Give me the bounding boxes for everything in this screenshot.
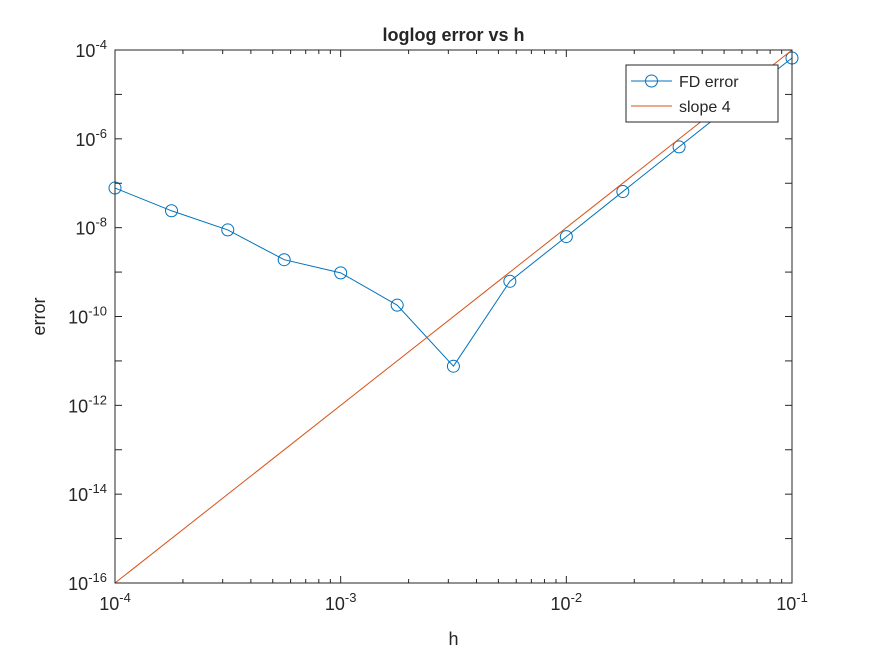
x-tick-label: 10-3 xyxy=(325,590,357,614)
data-point xyxy=(559,230,573,244)
legend: FD error slope 4 xyxy=(625,64,779,123)
y-tick-label: 10-14 xyxy=(68,481,107,505)
y-axis-label: error xyxy=(29,297,49,335)
data-point xyxy=(672,140,686,154)
legend-label: FD error xyxy=(679,74,739,91)
ticks-layer xyxy=(114,49,793,584)
tick-labels: 10-4 10-3 10-2 10-1 10-16 10-14 10-12 10-10 10-8… xyxy=(68,37,808,614)
data-point xyxy=(503,274,517,288)
legend-box xyxy=(625,64,779,123)
data-point xyxy=(277,253,291,267)
series-line xyxy=(114,57,793,368)
data-point xyxy=(616,185,630,199)
y-tick-label: 10-12 xyxy=(68,392,107,416)
chart-title: loglog error vs h xyxy=(382,25,524,45)
x-tick-label: 10-2 xyxy=(551,590,583,614)
x-tick-label: 10-1 xyxy=(776,590,808,614)
legend-marker xyxy=(645,74,658,88)
legend-label: slope 4 xyxy=(679,99,731,116)
series-line xyxy=(114,49,793,584)
y-tick-label: 10-16 xyxy=(68,570,107,594)
y-tick-label: 10-10 xyxy=(68,304,107,328)
x-tick-label: 10-4 xyxy=(99,590,131,614)
data-point xyxy=(221,223,235,237)
data-point xyxy=(334,266,348,280)
data-point xyxy=(165,204,179,218)
y-tick-label: 10-6 xyxy=(75,126,107,150)
data-point xyxy=(390,298,404,312)
y-tick-label: 10-4 xyxy=(75,37,107,61)
x-axis-label: h xyxy=(448,629,458,649)
y-tick-label: 10-8 xyxy=(75,215,107,239)
data-point xyxy=(446,359,460,373)
